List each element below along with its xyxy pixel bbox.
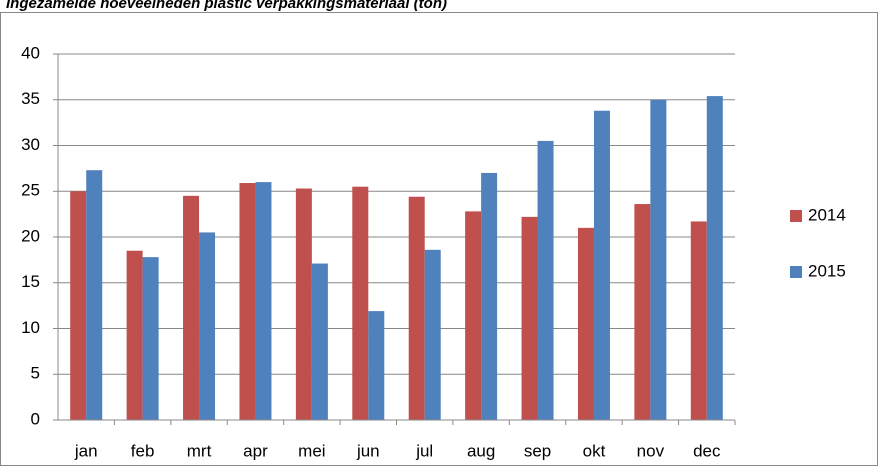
bar xyxy=(465,211,482,420)
bar xyxy=(255,182,272,420)
legend-swatch xyxy=(790,266,802,278)
y-tick-label: 35 xyxy=(21,89,40,108)
bar xyxy=(126,250,143,420)
bar xyxy=(199,232,216,420)
bar xyxy=(239,183,256,420)
bar xyxy=(481,172,498,420)
y-tick-label: 0 xyxy=(31,409,40,428)
x-tick-label: aug xyxy=(467,441,495,460)
x-tick-label: dec xyxy=(693,441,721,460)
x-tick-label: okt xyxy=(583,441,606,460)
y-tick-label: 40 xyxy=(21,43,40,62)
x-tick-label: jul xyxy=(415,441,433,460)
bar xyxy=(295,188,312,420)
y-tick-label: 10 xyxy=(21,318,40,337)
bar xyxy=(142,257,159,420)
bar xyxy=(634,204,651,420)
y-tick-label: 5 xyxy=(31,364,40,383)
bar xyxy=(424,249,441,420)
x-tick-label: jan xyxy=(74,441,98,460)
y-tick-label: 30 xyxy=(21,135,40,154)
x-tick-label: feb xyxy=(131,441,155,460)
bar xyxy=(521,216,538,420)
legend-label: 2015 xyxy=(808,261,846,280)
bar xyxy=(706,96,723,420)
bar xyxy=(368,311,385,420)
x-tick-label: apr xyxy=(243,441,268,460)
bar xyxy=(593,110,610,420)
y-tick-label: 25 xyxy=(21,181,40,200)
x-tick-label: sep xyxy=(524,441,551,460)
bar xyxy=(183,195,200,420)
chart-title: Ingezamelde hoeveelheden plastic verpakk… xyxy=(6,0,447,12)
y-tick-label: 20 xyxy=(21,226,40,245)
bar xyxy=(311,263,328,420)
bar xyxy=(70,191,87,420)
x-tick-label: mrt xyxy=(187,441,212,460)
x-tick-label: mei xyxy=(298,441,325,460)
bar xyxy=(690,221,707,420)
bar xyxy=(577,227,594,420)
bar xyxy=(352,186,369,420)
legend-label: 2014 xyxy=(808,205,846,224)
x-tick-label: jun xyxy=(356,441,380,460)
bar xyxy=(650,99,667,420)
bar xyxy=(537,140,554,421)
bar xyxy=(86,170,103,420)
legend-swatch xyxy=(790,210,802,222)
x-tick-label: nov xyxy=(637,441,665,460)
bar xyxy=(408,196,425,420)
y-tick-label: 15 xyxy=(21,272,40,291)
